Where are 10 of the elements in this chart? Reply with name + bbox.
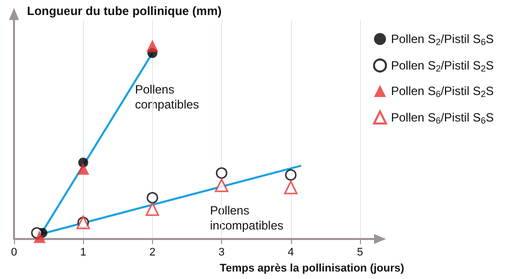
x-axis-title: Temps après la pollinisation (jours) <box>220 262 405 274</box>
annotation: Pollens compatibles <box>135 82 200 112</box>
x-tick-label: 3 <box>218 246 225 259</box>
chart-title: Longueur du tube pollinique (mm) <box>27 4 222 18</box>
x-tick-label: 2 <box>149 246 156 259</box>
annotation: Pollens incompatibles <box>210 204 284 232</box>
x-tick-label: 0 <box>10 246 18 259</box>
x-tick-label: 1 <box>80 246 86 259</box>
x-tick-label: 4 <box>288 246 294 259</box>
x-tick-label: 5 <box>356 246 364 259</box>
